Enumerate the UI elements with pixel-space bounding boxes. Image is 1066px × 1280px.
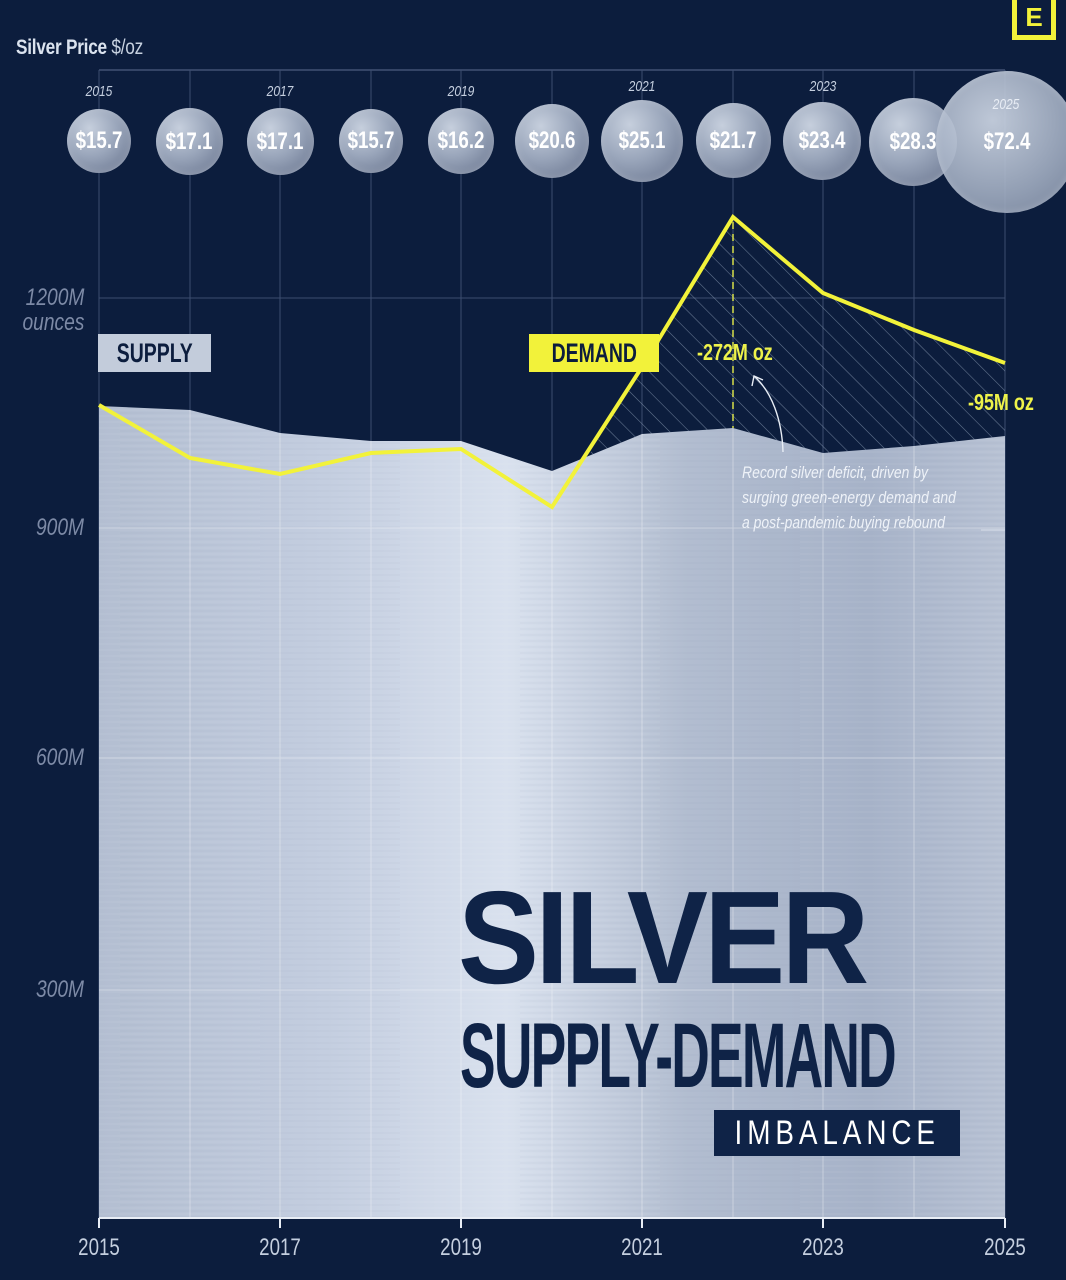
title-badge: IMBALANCE	[714, 1110, 960, 1156]
note-line: a post-pandemic buying rebound	[742, 513, 946, 532]
y-tick-900: 900M	[35, 514, 84, 541]
price-year-label: 2017	[266, 83, 294, 100]
deficit-latest-label: -95M oz	[968, 389, 1034, 415]
y-tick-1200: 1200M	[25, 284, 84, 311]
supply-texture	[99, 406, 1005, 1218]
brand-logo-icon: E	[1012, 0, 1056, 40]
price-bubble: $15.7	[339, 109, 403, 173]
price-bubble: $25.1	[601, 100, 683, 182]
y-tick-300: 300M	[35, 976, 84, 1003]
deficit-peak-label: -272M oz	[697, 339, 773, 365]
x-axis	[98, 1217, 1006, 1228]
price-title-text: Silver Price	[16, 36, 107, 59]
price-bubble: $15.7	[67, 109, 131, 173]
title-main: SILVER	[458, 864, 869, 1011]
annotation-arrow	[753, 375, 784, 453]
title-sub: SUPPLY-DEMAND	[460, 1005, 897, 1107]
price-bubble: $20.6	[515, 104, 589, 178]
supply-legend-tag: SUPPLY	[98, 334, 211, 372]
x-tick-label: 2021	[621, 1234, 663, 1261]
deficit-note: Record silver deficit, driven by surging…	[742, 460, 956, 535]
deficit-hatch-area	[586, 217, 1005, 460]
price-bubble: $17.1	[247, 108, 314, 175]
price-bubble: $17.1	[156, 108, 223, 175]
x-tick-label: 2015	[78, 1234, 120, 1261]
x-tick-label: 2019	[440, 1234, 482, 1261]
price-bubble-highlight: $72.4	[936, 71, 1066, 213]
price-year-label: 2015	[85, 83, 113, 100]
price-bubble: $23.4	[783, 102, 861, 180]
price-bubble: $21.7	[696, 103, 771, 178]
price-bubble: $16.2	[428, 108, 494, 174]
supply-gridlines	[99, 410, 1005, 1218]
x-tick-label: 2017	[259, 1234, 301, 1261]
price-title-unit: $/oz	[111, 36, 143, 59]
note-line: surging green-energy demand and	[742, 488, 956, 507]
demand-legend-tag: DEMAND	[529, 334, 659, 372]
price-year-label: 2023	[809, 78, 837, 95]
x-tick-label: 2023	[802, 1234, 844, 1261]
price-year-label: 2021	[628, 78, 656, 95]
note-line: Record silver deficit, driven by	[742, 463, 928, 482]
price-section-title: Silver Price $/oz	[16, 36, 143, 60]
x-tick-label: 2025	[984, 1234, 1026, 1261]
y-tick-600: 600M	[35, 744, 84, 771]
demand-line	[97, 213, 1006, 510]
price-year-label: 2019	[447, 83, 475, 100]
y-axis-unit: ounces	[22, 309, 84, 336]
price-year-label: 2025	[992, 96, 1020, 113]
